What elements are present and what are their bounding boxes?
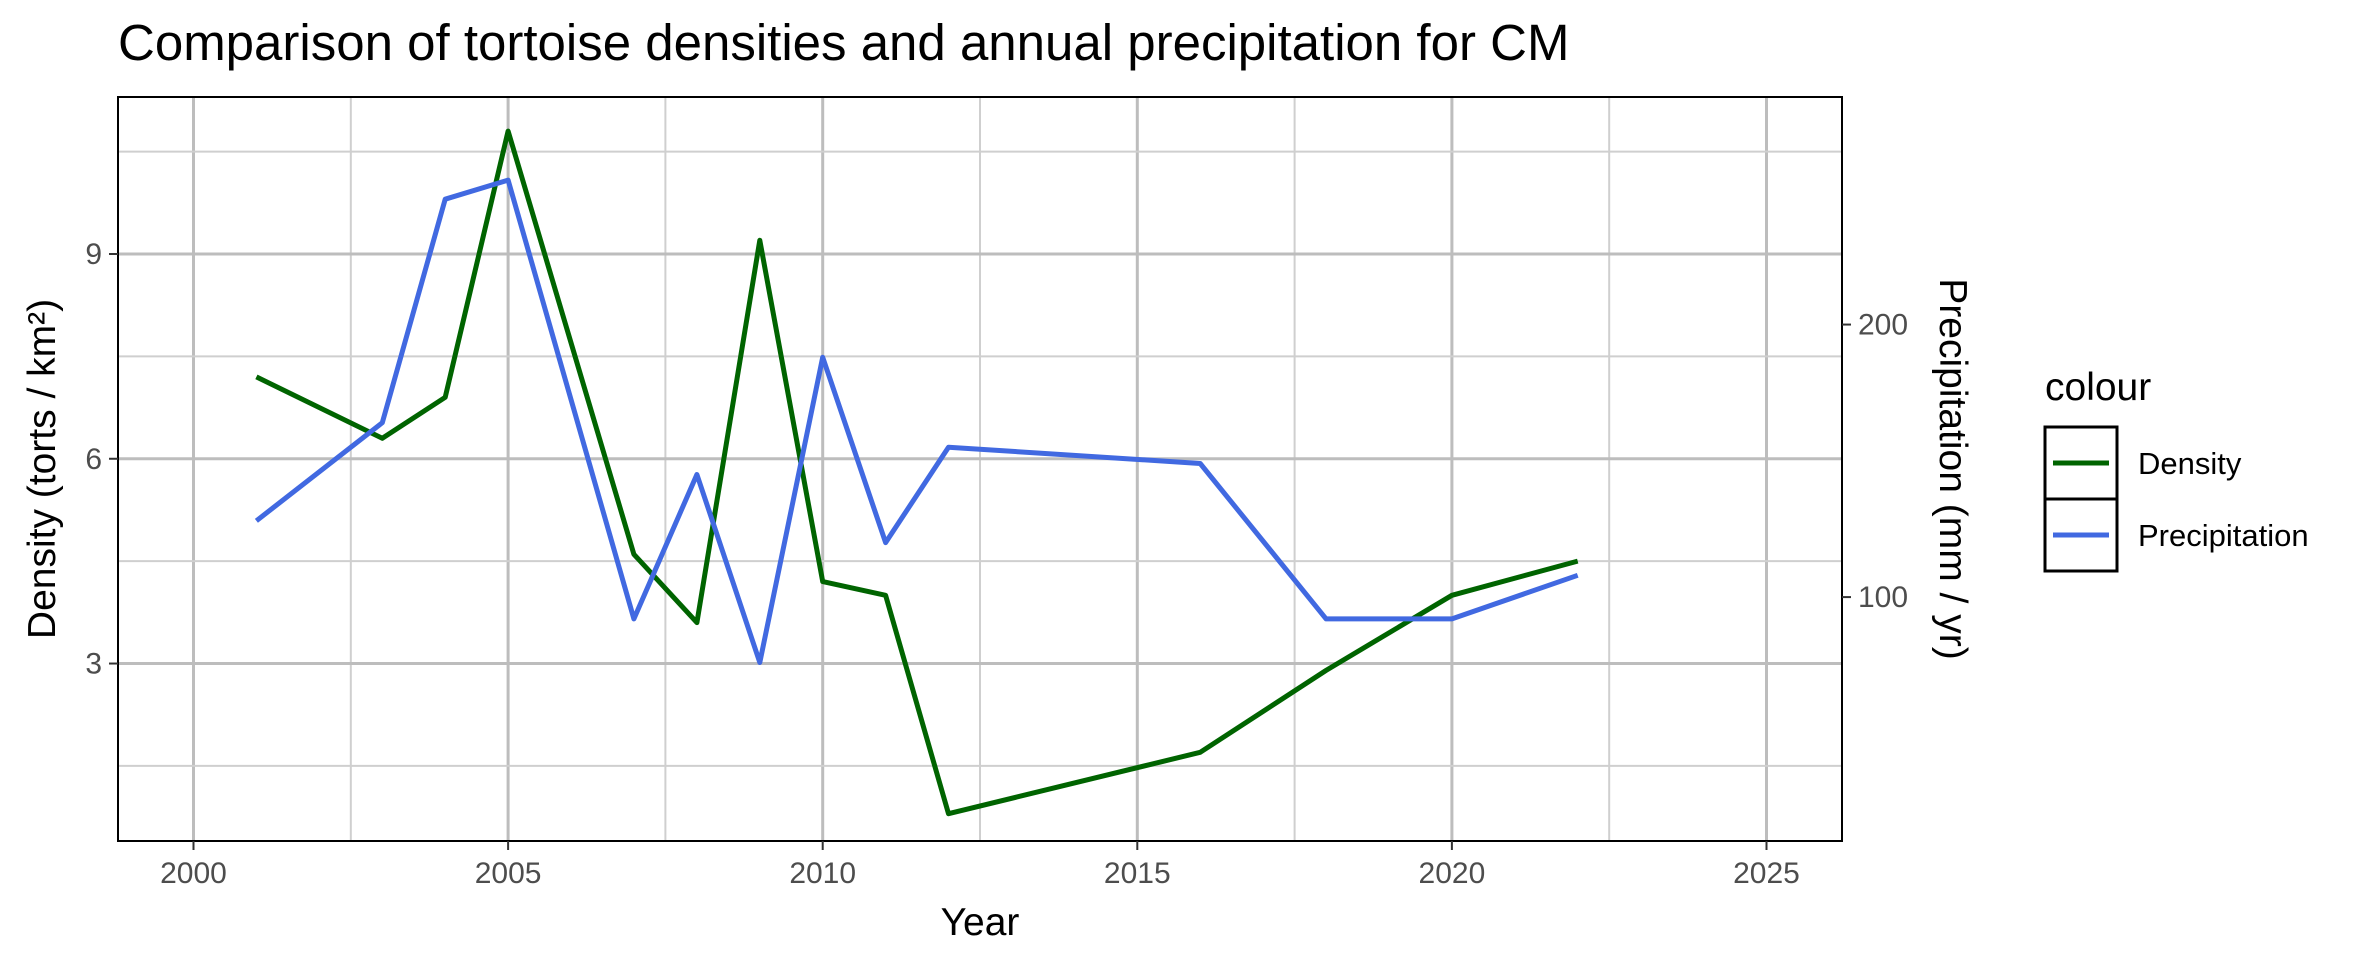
x-tick-label: 2025 [1733, 857, 1800, 890]
x-tick-label: 2015 [1104, 857, 1171, 890]
secondary-y-axis-title: Precipitation (mm / yr) [1931, 278, 1974, 659]
x-tick-label: 2000 [160, 857, 227, 890]
legend-label-density: Density [2138, 446, 2242, 481]
series-line-precipitation [254, 177, 1579, 665]
axis-ticks: 2000 2005 2010 2015 2020 2025 3 6 9 100 200 [85, 238, 1908, 890]
legend: colour Density Precipitation [2043, 366, 2309, 573]
chart-title: Comparison of tortoise densities and ann… [118, 14, 1569, 71]
grid-lines [118, 97, 1842, 841]
x-tick-label: 2005 [475, 857, 542, 890]
y-tick-label: 9 [85, 238, 102, 271]
series-lines [254, 128, 1579, 817]
secondary-y-tick-label: 200 [1858, 309, 1908, 342]
y-tick-label: 3 [85, 648, 102, 681]
y-tick-label: 6 [85, 443, 102, 476]
series-line-density [255, 128, 1579, 817]
legend-label-precipitation: Precipitation [2138, 518, 2309, 553]
x-axis-title: Year [941, 901, 1020, 944]
plot-panel-border [117, 96, 1843, 842]
secondary-y-tick-label: 100 [1858, 581, 1908, 614]
y-axis-title: Density (torts / km²) [21, 299, 64, 639]
legend-title: colour [2045, 366, 2151, 409]
x-tick-label: 2020 [1419, 857, 1486, 890]
x-tick-label: 2010 [789, 857, 856, 890]
